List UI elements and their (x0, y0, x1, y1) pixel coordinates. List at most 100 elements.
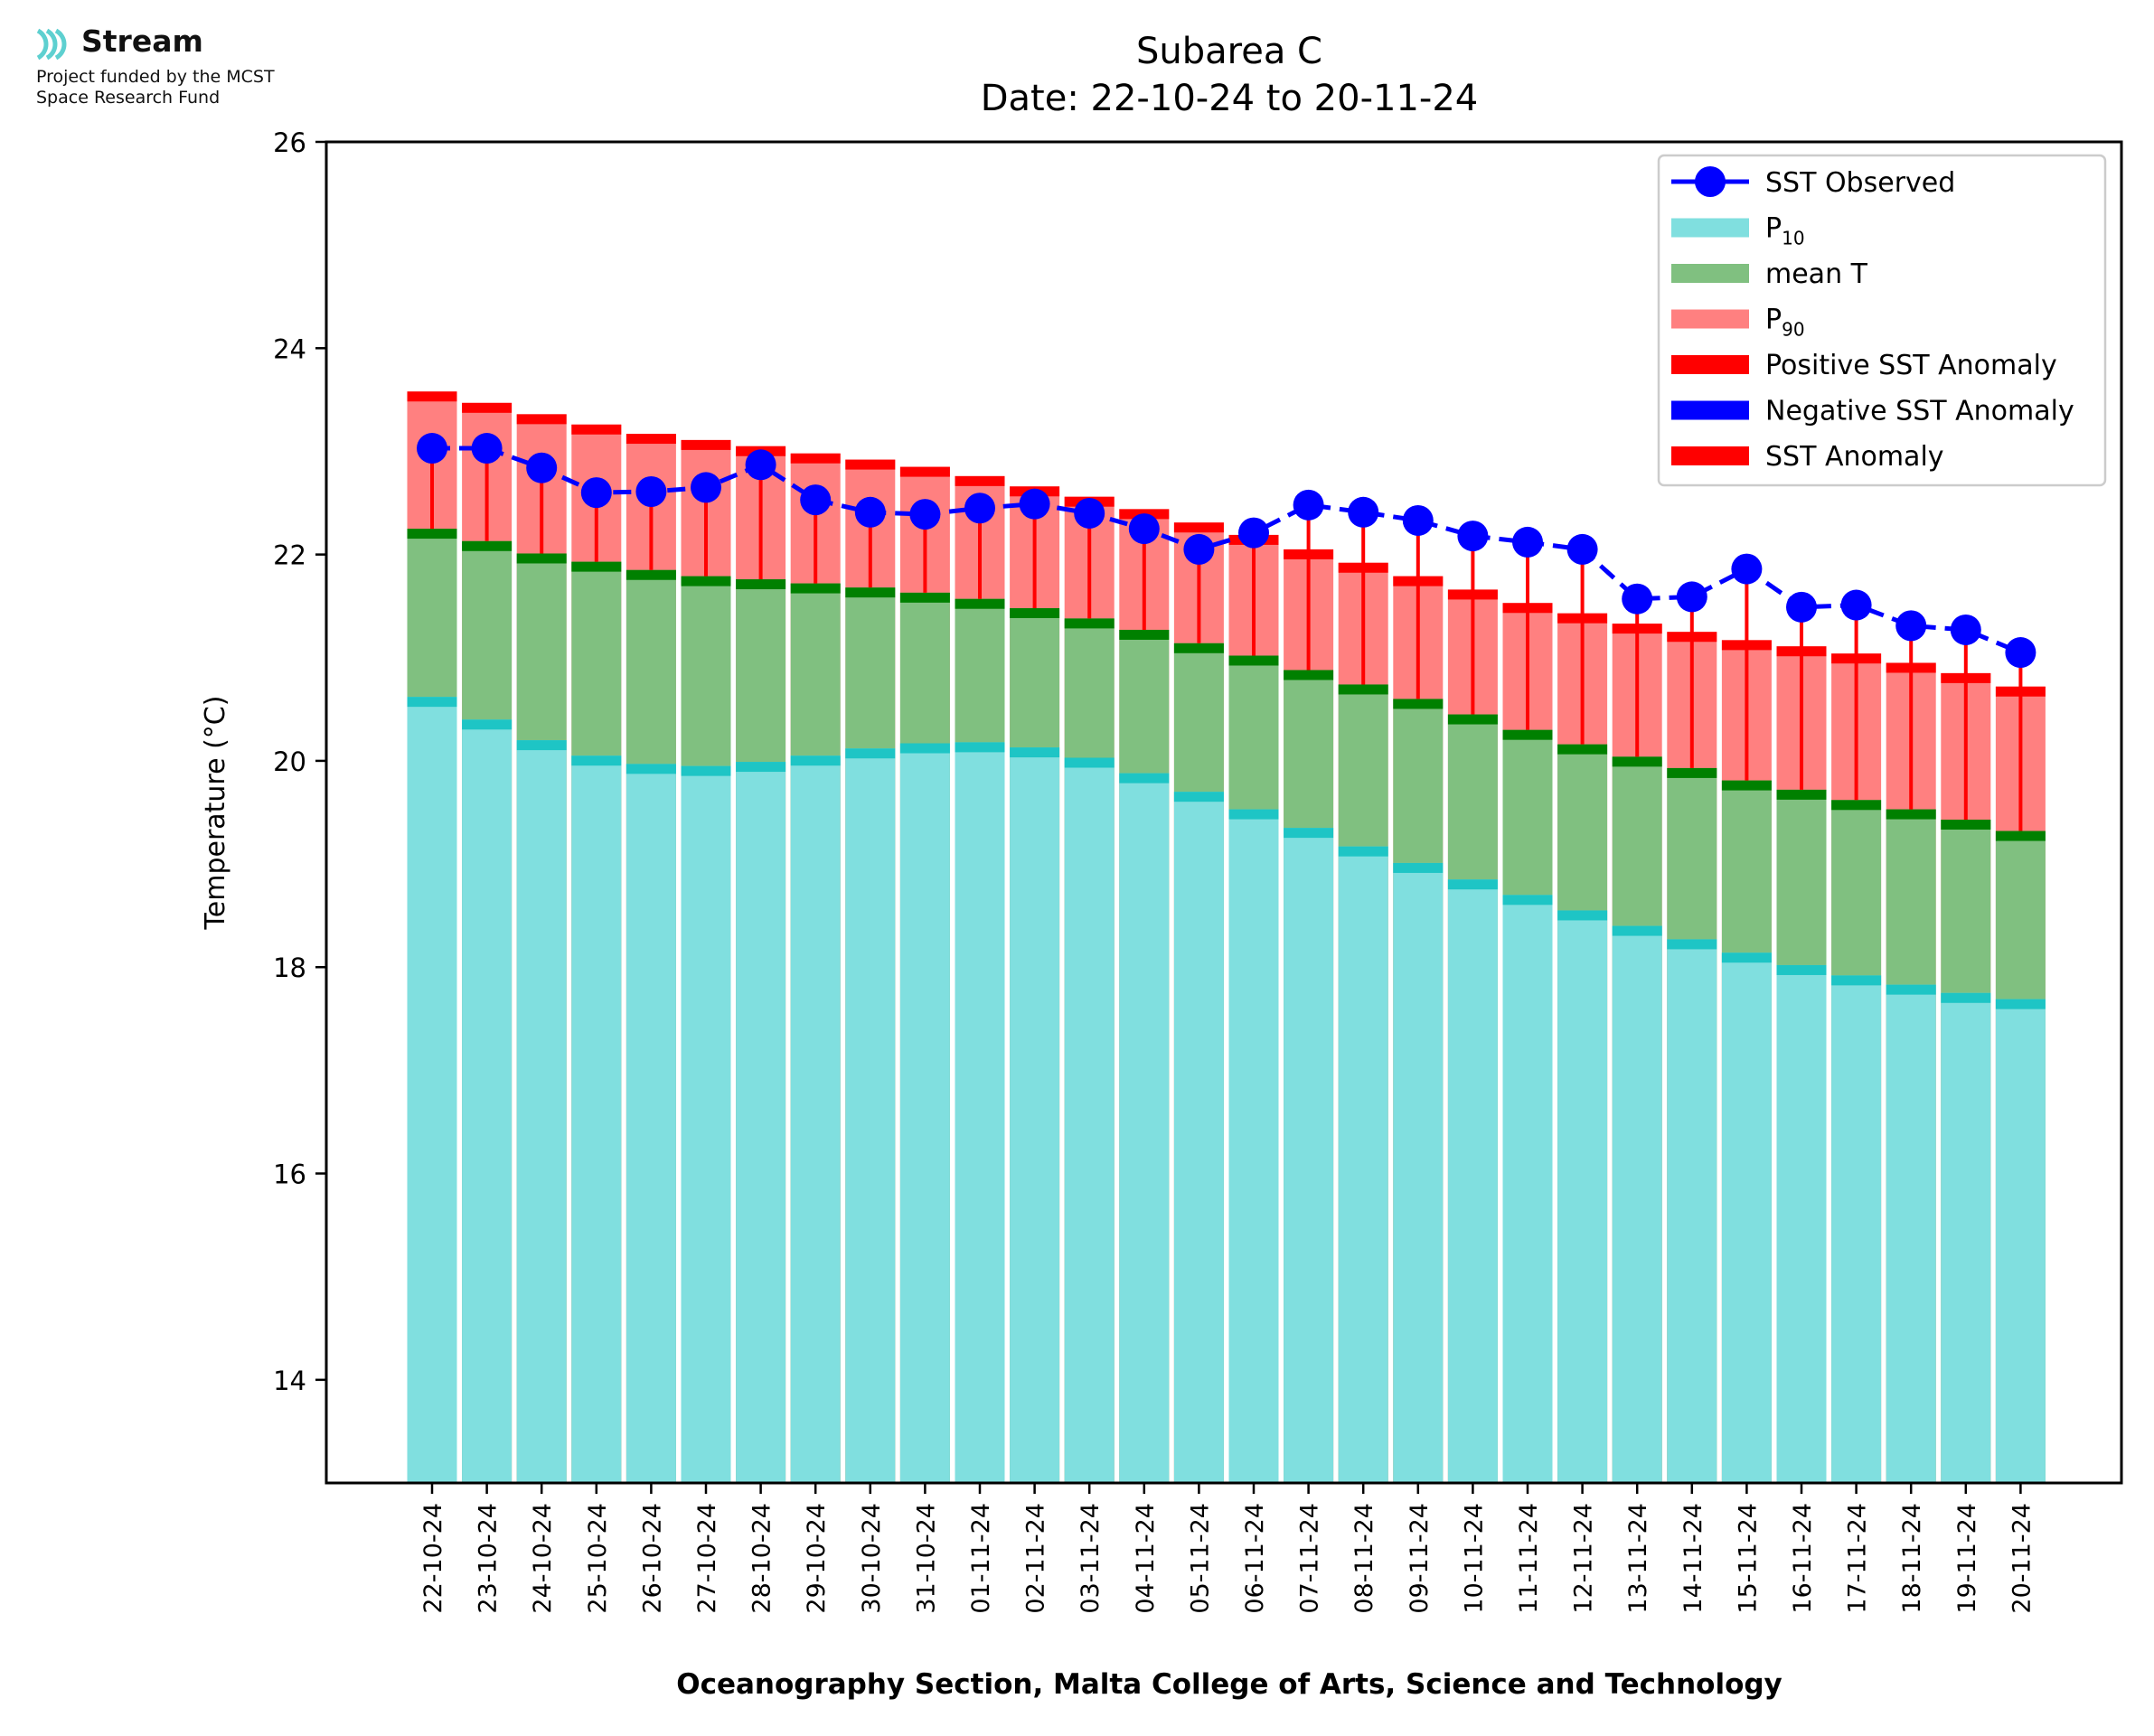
mean-t-bar-edge (1941, 819, 1991, 830)
x-tick-label: 18-11-24 (1898, 1503, 1926, 1614)
sst-observed-point (1128, 513, 1160, 545)
mean-t-bar-edge (1284, 670, 1334, 680)
x-tick-label: 07-11-24 (1296, 1503, 1324, 1614)
mean-t-bar-edge (571, 561, 622, 572)
legend-label-subscript: 90 (1782, 319, 1804, 341)
p10-bar-edge (1502, 895, 1553, 906)
sst-observed-point (1293, 489, 1324, 521)
p10-bar-edge (1995, 999, 2046, 1009)
chart-subtitle: Date: 22-10-24 to 20-11-24 (980, 78, 1479, 119)
sst-observed-point (1676, 581, 1707, 613)
sst-observed-point (1019, 488, 1050, 520)
x-tick-label: 16-11-24 (1789, 1503, 1817, 1614)
p10-bar-edge (571, 755, 622, 766)
p10-bar-edge (1284, 828, 1334, 839)
sst-observed-point (854, 496, 886, 528)
sst-observed-point (1512, 526, 1543, 558)
sst-observed-point (745, 449, 776, 481)
sst-observed-point (635, 475, 667, 507)
p10-bar (626, 764, 676, 1483)
p10-bar (681, 765, 731, 1483)
mean-t-bar-edge (955, 598, 1005, 609)
sst-observed-point (471, 433, 503, 464)
mean-t-bar-edge (1831, 800, 1882, 811)
mean-t-bar-edge (1886, 809, 1936, 820)
p10-bar-edge (407, 697, 457, 708)
y-tick-label: 20 (273, 746, 306, 777)
p10-bar (571, 755, 622, 1483)
sst-observed-point (580, 477, 612, 509)
p10-bar-edge (1721, 952, 1772, 963)
sst-observed-point (1457, 521, 1489, 552)
x-tick-label: 14-11-24 (1679, 1503, 1707, 1614)
p10-bar (462, 719, 513, 1483)
legend-label: SST Anomaly (1765, 441, 1944, 473)
p10-bar (1119, 773, 1170, 1483)
mean-t-bar-edge (1338, 684, 1388, 695)
p90-bar-edge (790, 453, 841, 464)
p10-bar-edge (516, 740, 567, 751)
mean-t-bar-edge (1447, 714, 1498, 725)
logo-subtitle: Project funded by the MCST Space Researc… (36, 67, 275, 108)
sst-observed-point (964, 493, 995, 524)
sst-observed-point (2005, 637, 2036, 669)
legend-patch-swatch (1671, 264, 1749, 283)
x-tick-label: 11-11-24 (1515, 1503, 1543, 1614)
p10-bar-edge (1338, 846, 1388, 857)
p10-bar (1886, 984, 1936, 1483)
p10-bar (1721, 952, 1772, 1483)
legend-patch-swatch (1671, 446, 1749, 465)
p10-bar-edge (955, 742, 1005, 753)
mean-t-bar-edge (681, 576, 731, 586)
x-axis-label: Oceanography Section, Malta College of A… (676, 1668, 1782, 1701)
mean-t-bar-edge (516, 553, 567, 564)
p10-bar-edge (1886, 984, 1936, 995)
mean-t-bar-edge (1776, 789, 1827, 800)
p10-bar-edge (736, 762, 786, 773)
p10-bar-edge (1119, 773, 1170, 784)
logo-name: Stream (81, 23, 203, 59)
sst-observed-point (1348, 496, 1379, 528)
p90-bar-edge (845, 459, 896, 470)
p10-bar (407, 697, 457, 1483)
x-tick-label: 02-11-24 (1022, 1503, 1050, 1614)
sst-observed-point (1402, 504, 1434, 536)
sst-observed-point (1238, 517, 1269, 549)
legend-marker-swatch (1695, 166, 1726, 197)
mean-t-bar-edge (1393, 699, 1444, 709)
x-tick-label: 23-10-24 (475, 1503, 503, 1614)
p10-bar-edge (1173, 792, 1224, 802)
y-tick-label: 14 (273, 1365, 306, 1396)
p90-bar-edge (462, 402, 513, 413)
p10-bar (1502, 895, 1553, 1483)
plot-frame (325, 140, 2123, 1485)
p10-bar-edge (790, 755, 841, 766)
p10-bar (736, 762, 786, 1483)
p10-bar-edge (899, 743, 950, 754)
p10-bar (1667, 939, 1717, 1483)
p10-bar (790, 755, 841, 1483)
x-tick-label: 04-11-24 (1132, 1503, 1160, 1614)
legend-patch-swatch (1671, 309, 1749, 329)
p10-bar (1612, 925, 1662, 1483)
p10-bar-edge (1557, 910, 1608, 921)
legend-box (1657, 154, 2107, 487)
sst-observed-point (526, 452, 558, 483)
legend-patch-swatch (1671, 218, 1749, 238)
p10-bar (1010, 747, 1060, 1483)
y-tick-label: 24 (273, 333, 306, 364)
x-tick-label: 27-10-24 (693, 1503, 721, 1614)
p10-bar-edge (1776, 964, 1827, 975)
p10-bar-edge (1941, 992, 1991, 1003)
mean-t-bar-edge (1064, 618, 1115, 629)
x-tick-label: 17-11-24 (1844, 1503, 1872, 1614)
p90-bar-edge (516, 414, 567, 425)
mean-t-bar-edge (1502, 729, 1553, 740)
p10-bar-edge (462, 719, 513, 730)
legend-label: SST Observed (1765, 167, 1955, 199)
p10-bar (1284, 828, 1334, 1483)
sst-observed-point (800, 484, 832, 516)
p10-bar (1064, 757, 1115, 1483)
p90-bar-edge (681, 439, 731, 450)
